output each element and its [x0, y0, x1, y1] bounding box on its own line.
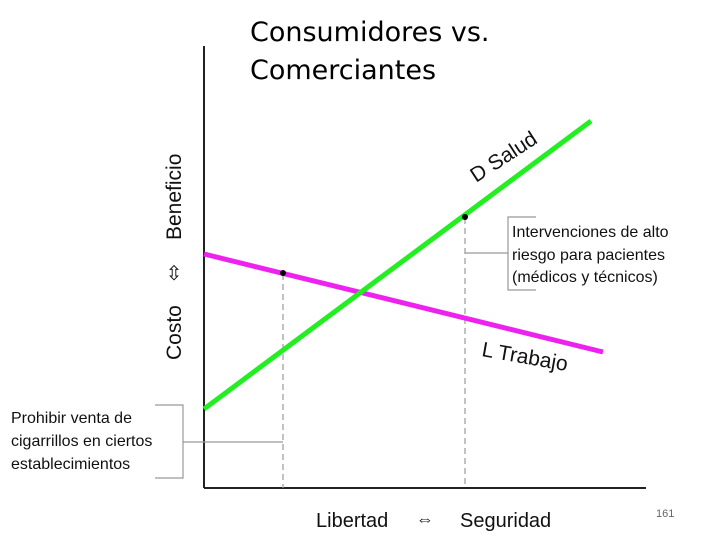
title-line-2: Comerciantes — [250, 55, 437, 86]
left-annotation-line-2: cigarrillos en ciertos — [11, 433, 152, 450]
y-axis-label-top: Beneficio — [163, 154, 186, 240]
left-point — [280, 270, 286, 276]
x-axis-label-right: Seguridad — [460, 510, 551, 532]
slide-title: Consumidores vs. Comerciantes — [250, 14, 490, 90]
x-axis-arrow-glyph: ⇔ — [416, 509, 434, 529]
page-number: 161 — [656, 508, 675, 520]
y-axis-label-bottom: Costo — [163, 305, 186, 360]
right-annotation-line-1: Intervenciones de alto — [512, 224, 669, 241]
left-annotation-line-3: establecimientos — [11, 456, 130, 473]
right-annotation-line-2: riesgo para pacientes — [512, 247, 665, 264]
supply-line-label: L Trabajo — [480, 338, 569, 376]
demand-line-label: D Salud — [466, 127, 541, 187]
supply-line — [203, 251, 604, 355]
left-annotation-line-1: Prohibir venta de — [11, 410, 132, 427]
demand-line — [202, 118, 593, 412]
left-annotation-bracket — [155, 404, 184, 479]
right-annotation-line-3: (médicos y técnicos) — [512, 269, 658, 286]
title-line-1: Consumidores vs. — [250, 17, 490, 48]
right-point — [462, 214, 468, 220]
y-axis-arrow-glyph: ⇳ — [166, 263, 183, 285]
x-axis-label-left: Libertad — [316, 510, 388, 532]
